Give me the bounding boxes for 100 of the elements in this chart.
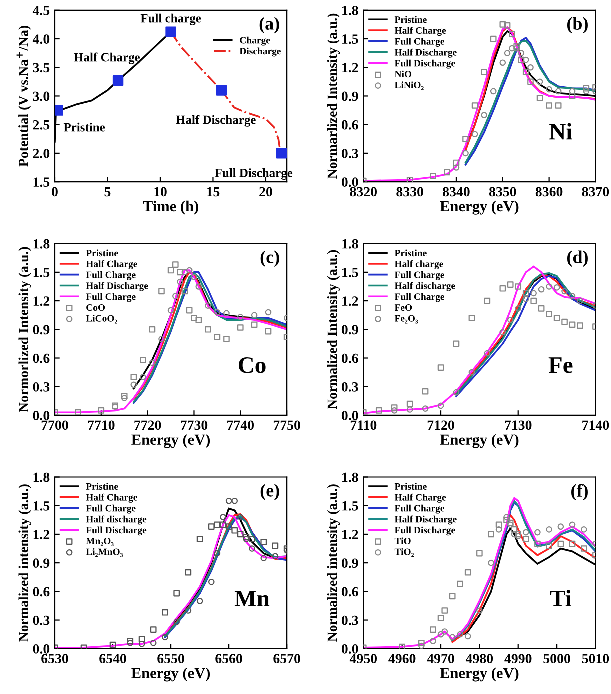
y-tick-label: 1.5 (34, 268, 50, 278)
x-axis-title: Energy (eV) (132, 668, 210, 682)
legend-label: Li₂MnO₃ (86, 548, 124, 558)
annotation: Half Charge (74, 52, 140, 64)
legend-label: Half discharge (86, 516, 147, 525)
y-tick-label: 1.8 (342, 6, 358, 16)
legend-label: Full Discharge (394, 60, 456, 69)
legend-label: LiCoO₂ (86, 315, 118, 324)
annotation: Pristine (64, 122, 106, 132)
y-tick-label: 1.5 (342, 502, 358, 511)
x-axis-title: Energy (eV) (440, 434, 519, 448)
x-axis-title: Energy (eV) (132, 434, 210, 448)
legend-label: Full Charge (394, 271, 444, 280)
legend-label: Pristine (394, 250, 427, 257)
legend-label: Pristine (394, 483, 427, 490)
y-tick-label: 0.9 (342, 92, 358, 102)
x-tick-label: 6570 (274, 654, 300, 664)
legend-label: Half discharge (394, 282, 456, 292)
y-tick-label: 0.9 (33, 325, 50, 335)
legend-label: Half Discharge (86, 282, 148, 292)
legend-label: Full Charge (394, 38, 444, 47)
legend-label: NiO (394, 70, 412, 78)
x-tick-label: 7700 (42, 420, 68, 430)
y-axis-title: Normarlized Intensity (a.u.) (327, 14, 340, 179)
legend-label: CoO (86, 304, 106, 312)
legend-label: Half Charge (86, 494, 138, 503)
x-tick-label: 7720 (134, 420, 162, 430)
legend-label: Half Charge (86, 260, 138, 270)
legend-label: FeO (394, 304, 412, 312)
annotation: Ni (550, 123, 572, 140)
x-tick-label: 5010 (582, 654, 610, 664)
y-tick-label: 0.0 (33, 644, 50, 654)
x-tick-label: 6530 (42, 654, 68, 664)
legend-label: Full Charge (86, 293, 136, 302)
annotation: (b) (567, 17, 588, 34)
legend-label: Full Charge (86, 271, 136, 280)
x-tick-label: 8350 (489, 187, 516, 197)
y-tick-label: 0.6 (342, 354, 358, 364)
y-tick-label: 1.8 (34, 472, 50, 482)
x-tick-label: 8340 (443, 187, 470, 197)
y-tick-label: 0.6 (33, 587, 50, 597)
y-tick-label: 1.2 (342, 63, 358, 73)
y-tick-label: 1.2 (34, 530, 50, 540)
legend-label: Full Discharge (394, 526, 456, 536)
x-tick-label: 8360 (536, 187, 563, 197)
y-tick-label: 0.0 (342, 178, 358, 188)
annotation: (d) (567, 250, 588, 268)
legend-label: Discharge (240, 48, 281, 57)
x-tick-label: 8330 (396, 187, 424, 197)
y-axis-title: Normorlized Intensity (a.u.) (18, 247, 32, 412)
x-tick-label: 10 (154, 187, 167, 197)
y-axis-title: Potential (V vs.Na$^{+}$/Na) (16, 26, 32, 167)
y-axis-title: Normalized intensity (a.u.) (18, 484, 32, 642)
x-tick-label: 4990 (504, 654, 532, 664)
legend-label: LiNiO₂ (394, 82, 424, 90)
y-tick-label: 1.2 (342, 530, 358, 540)
x-tick-label: 7120 (428, 420, 454, 430)
x-tick-label: 7730 (181, 420, 208, 430)
annotation: (f) (572, 484, 588, 501)
x-tick-label: 5 (104, 187, 111, 197)
x-axis-title: Energy (eV) (440, 200, 519, 215)
y-tick-label: 0.3 (342, 616, 358, 626)
y-tick-label: 4.5 (32, 6, 50, 16)
x-tick-label: 7710 (88, 420, 115, 430)
annotation: (a) (260, 17, 280, 34)
x-tick-label: 6550 (158, 654, 184, 664)
legend-label: TiO (394, 538, 411, 544)
y-tick-label: 2.5 (33, 120, 50, 130)
legend-label: Half Charge (394, 494, 446, 503)
y-tick-label: 0.6 (342, 120, 358, 130)
x-axis-title: Energy (eV) (440, 668, 519, 682)
annotation: Half Discharge (176, 115, 256, 127)
legend-label: Fe₂O₃ (394, 315, 418, 324)
x-tick-label: 8320 (350, 187, 378, 197)
x-tick-label: 7130 (505, 420, 532, 430)
y-tick-label: 0.3 (342, 382, 358, 392)
y-tick-label: 0.9 (342, 558, 358, 568)
y-tick-label: 4.0 (32, 34, 50, 44)
x-tick-label: 4950 (350, 654, 378, 664)
x-tick-label: 0 (52, 187, 58, 197)
annotation: (e) (260, 484, 280, 500)
legend-label: Pristine (86, 483, 118, 490)
y-tick-label: 3.5 (33, 63, 50, 73)
y-axis-title: Normalized Intensity (a.u.) (327, 250, 340, 410)
y-tick-label: 0.0 (342, 644, 358, 654)
x-tick-label: 6560 (216, 654, 242, 664)
y-tick-label: 1.5 (34, 502, 50, 511)
y-tick-label: 0.6 (342, 587, 358, 597)
legend-label: Half Charge (394, 27, 446, 36)
x-tick-label: 7740 (228, 420, 254, 430)
y-tick-label: 0.3 (33, 382, 50, 392)
legend-label: Pristine (86, 250, 118, 257)
y-tick-label: 1.8 (34, 239, 50, 249)
legend-label: Half charge (394, 260, 444, 270)
x-tick-label: 4970 (427, 654, 454, 664)
x-tick-label: 6540 (100, 654, 126, 664)
x-tick-label: 4980 (466, 654, 494, 664)
annotation: Mn (234, 591, 270, 607)
y-tick-label: 1.8 (342, 239, 358, 249)
legend-label: Half Discharge (394, 48, 457, 58)
